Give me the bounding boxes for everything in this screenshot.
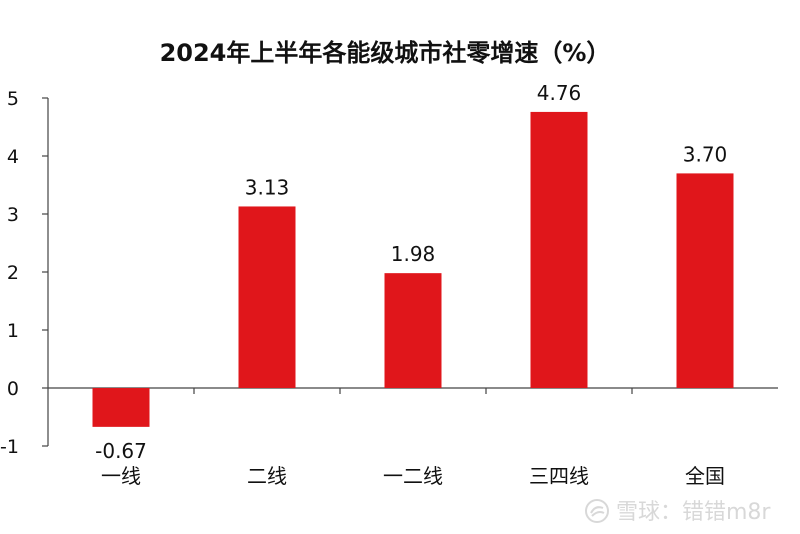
category-label: 二线 xyxy=(247,464,287,488)
y-tick-label: -1 xyxy=(0,436,19,458)
category-label: 一线 xyxy=(101,464,141,488)
data-label: 3.13 xyxy=(245,175,290,199)
bars xyxy=(92,111,734,427)
y-tick-label: 3 xyxy=(7,204,19,226)
category-label: 三四线 xyxy=(529,464,589,488)
snowball-logo-icon xyxy=(585,499,609,523)
data-label: -0.67 xyxy=(95,439,147,463)
bar xyxy=(530,111,588,389)
watermark: 雪球：错错m8r xyxy=(585,499,771,525)
y-tick-label: 5 xyxy=(7,88,19,110)
data-label: 1.98 xyxy=(391,242,436,266)
chart-title: 2024年上半年各能级城市社零增速（%） xyxy=(160,39,611,67)
data-label: 4.76 xyxy=(537,81,582,105)
axes: 5 4 3 2 1 0 -1 xyxy=(0,88,778,458)
bar xyxy=(676,173,734,388)
category-label: 全国 xyxy=(685,464,725,488)
y-tick-label: 4 xyxy=(7,146,19,168)
data-label: 3.70 xyxy=(683,142,728,166)
y-tick-label: 1 xyxy=(7,320,19,342)
y-tick-label: 2 xyxy=(7,262,19,284)
bar xyxy=(92,388,150,427)
watermark-text: 雪球：错错m8r xyxy=(616,500,771,525)
data-labels: -0.67 3.13 1.98 4.76 3.70 xyxy=(95,81,727,463)
category-labels: 一线 二线 一二线 三四线 全国 xyxy=(101,464,725,488)
bar xyxy=(238,206,296,388)
y-tick-label: 0 xyxy=(7,378,19,400)
bar xyxy=(384,273,442,388)
category-label: 一二线 xyxy=(383,464,443,488)
